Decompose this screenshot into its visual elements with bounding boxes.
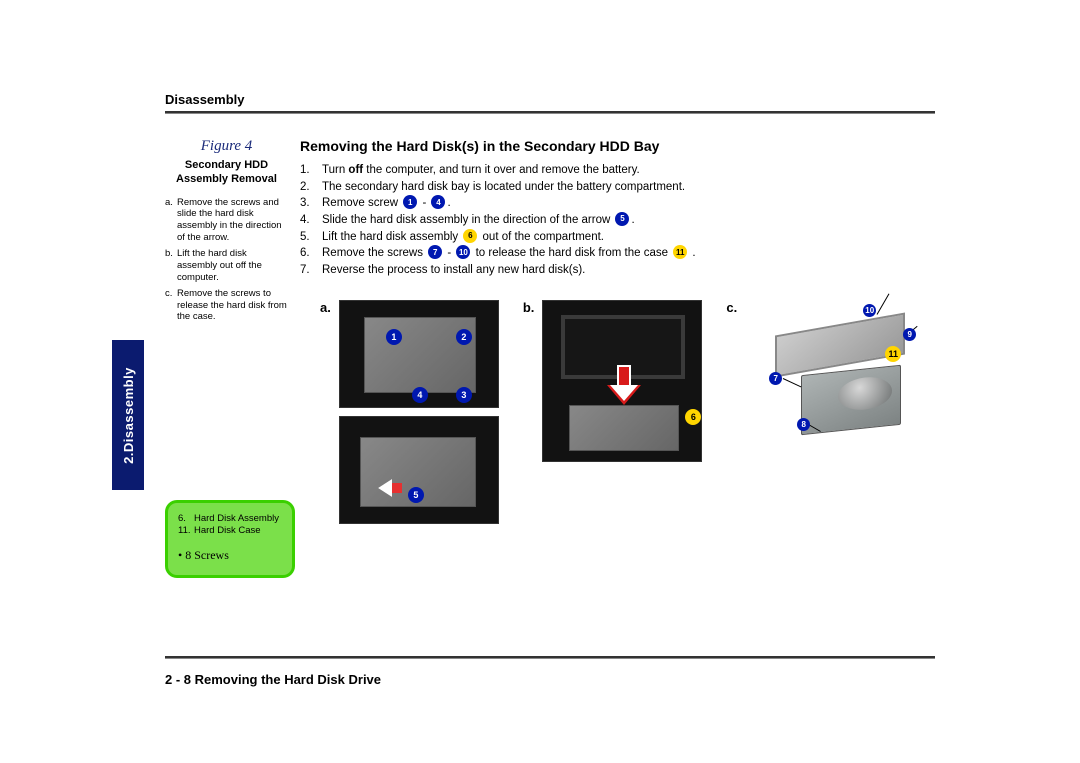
marker-5: 5 [408, 487, 424, 503]
lift-arrow-icon [607, 365, 641, 405]
figure-side-step: c.Remove the screws to release the hard … [165, 288, 288, 324]
content-row: Figure 4 Secondary HDD Assembly Removal … [165, 138, 935, 327]
callout-pill-6: 6 [463, 229, 477, 243]
callout-pill-4: 4 [431, 195, 445, 209]
marker-4: 4 [412, 387, 428, 403]
main-step: 2.The secondary hard disk bay is located… [300, 179, 935, 196]
main-step: 1.Turn off the computer, and turn it ove… [300, 162, 935, 179]
panel-a-label: a. [320, 300, 331, 315]
figure-side-step: a.Remove the screws and slide the hard d… [165, 197, 288, 245]
callout-pill-1: 1 [403, 195, 417, 209]
panel-b: b. 6 [523, 300, 703, 462]
marker-2: 2 [456, 329, 472, 345]
main-step: 4.Slide the hard disk assembly in the di… [300, 212, 935, 229]
marker-6: 6 [685, 409, 701, 425]
chapter-side-tab-label: 2.Disassembly [121, 367, 136, 464]
image-panels: a. 1 2 4 3 5 b. 6 [320, 300, 940, 524]
callout-pill-10: 10 [456, 245, 470, 259]
panel-b-label: b. [523, 300, 535, 315]
marker-10: 10 [863, 304, 876, 317]
panel-b-photo: 6 [542, 300, 702, 462]
panel-c-label: c. [726, 300, 737, 315]
main-step: 3.Remove screw 1 - 4. [300, 195, 935, 212]
figure-left-column: Figure 4 Secondary HDD Assembly Removal … [165, 138, 300, 327]
main-step: 7.Reverse the process to install any new… [300, 262, 935, 279]
figure-label: Figure 4 [165, 138, 288, 155]
slide-arrow-icon [378, 479, 392, 497]
main-steps-list: 1.Turn off the computer, and turn it ove… [300, 162, 935, 279]
marker-1: 1 [386, 329, 402, 345]
panel-a-photo-2: 5 [339, 416, 499, 524]
marker-11: 11 [885, 346, 901, 362]
main-step: 6.Remove the screws 7 - 10 to release th… [300, 245, 935, 262]
figure-side-step: b.Lift the hard disk assembly out off th… [165, 248, 288, 284]
section-rule [165, 111, 935, 114]
main-right-column: Removing the Hard Disk(s) in the Seconda… [300, 138, 935, 327]
parts-callout-items: 6.Hard Disk Assembly11.Hard Disk Case [178, 513, 282, 538]
panel-a: a. 1 2 4 3 5 [320, 300, 499, 524]
panel-c: c. 1091178 [726, 300, 925, 450]
marker-3: 3 [456, 387, 472, 403]
figure-subtitle: Secondary HDD Assembly Removal [165, 159, 288, 187]
footer-rule [165, 656, 935, 659]
chapter-side-tab: 2.Disassembly [112, 340, 144, 490]
panel-a-photo-1: 1 2 4 3 [339, 300, 499, 408]
panel-c-illustration: 1091178 [745, 300, 925, 450]
marker-7: 7 [769, 372, 782, 385]
callout-pill-5: 5 [615, 212, 629, 226]
callout-pill-11: 11 [673, 245, 687, 259]
screws-count: • 8 Screws [178, 548, 282, 564]
footer-text: 2 - 8 Removing the Hard Disk Drive [165, 672, 381, 687]
panel-a-photos: 1 2 4 3 5 [339, 300, 499, 524]
marker-9: 9 [903, 328, 916, 341]
parts-callout-item: 6.Hard Disk Assembly [178, 513, 282, 525]
main-step: 5.Lift the hard disk assembly 6 out of t… [300, 229, 935, 246]
figure-side-steps: a.Remove the screws and slide the hard d… [165, 197, 288, 324]
main-title: Removing the Hard Disk(s) in the Seconda… [300, 138, 935, 154]
page-body: Disassembly Figure 4 Secondary HDD Assem… [165, 92, 935, 327]
section-title: Disassembly [165, 92, 935, 107]
parts-callout-box: 6.Hard Disk Assembly11.Hard Disk Case • … [165, 500, 295, 578]
parts-callout-item: 11.Hard Disk Case [178, 525, 282, 537]
callout-pill-7: 7 [428, 245, 442, 259]
